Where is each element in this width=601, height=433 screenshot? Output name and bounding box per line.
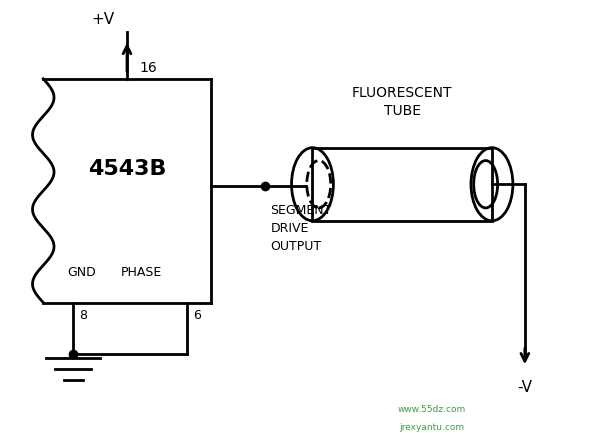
Text: 4543B: 4543B — [88, 159, 166, 179]
Text: -V: -V — [517, 380, 532, 395]
Text: 6: 6 — [193, 309, 201, 322]
Text: PHASE: PHASE — [121, 266, 162, 279]
Text: www.55dz.com: www.55dz.com — [398, 405, 466, 414]
Text: +V: +V — [91, 12, 115, 27]
Text: FLUORESCENT
TUBE: FLUORESCENT TUBE — [352, 86, 453, 117]
Text: 8: 8 — [79, 309, 87, 322]
Text: SEGMENT
DRIVE
OUTPUT: SEGMENT DRIVE OUTPUT — [270, 204, 332, 252]
Text: 16: 16 — [139, 61, 157, 75]
Text: GND: GND — [67, 266, 96, 279]
Bar — [313, 148, 492, 221]
Text: jrexyantu.com: jrexyantu.com — [400, 423, 465, 432]
